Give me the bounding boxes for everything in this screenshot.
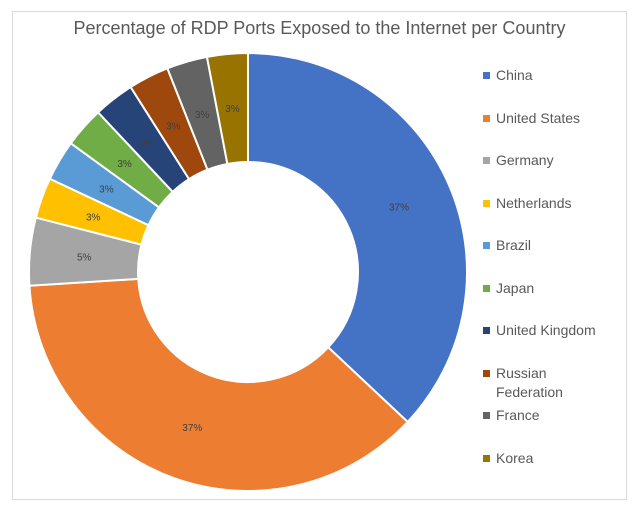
legend-item: China	[483, 66, 623, 85]
data-label: 3%	[99, 184, 114, 195]
legend-item: United States	[483, 109, 623, 128]
data-label: 37%	[389, 203, 409, 214]
legend-item: Russian Federation	[483, 364, 623, 402]
chart-area	[12, 11, 627, 500]
data-label: 3%	[166, 121, 181, 132]
legend-swatch	[483, 412, 490, 419]
legend-swatch	[483, 455, 490, 462]
data-label: 3%	[117, 159, 132, 170]
legend-swatch	[483, 285, 490, 292]
legend-swatch	[483, 370, 490, 377]
slice-china	[247, 51, 468, 424]
legend-item: France	[483, 406, 623, 425]
legend-label: Russian Federation	[496, 365, 563, 400]
legend-swatch	[483, 72, 490, 79]
data-label: 3%	[225, 104, 240, 115]
legend-item: Japan	[483, 279, 623, 298]
legend-label: Brazil	[496, 237, 532, 253]
legend-item: Netherlands	[483, 194, 623, 213]
legend-swatch	[483, 200, 490, 207]
legend-swatch	[483, 242, 490, 249]
data-label: 3%	[195, 110, 210, 121]
data-label: 3%	[140, 138, 155, 149]
legend-item: Germany	[483, 151, 623, 170]
slice-korea	[205, 51, 249, 166]
legend-label: Netherlands	[496, 195, 572, 211]
legend-swatch	[483, 115, 490, 122]
legend-label: Korea	[496, 450, 534, 466]
legend-label: France	[496, 407, 540, 423]
legend-swatch	[483, 327, 490, 334]
data-label: 37%	[182, 423, 202, 434]
legend-label: Japan	[496, 280, 535, 296]
chart-title: Percentage of RDP Ports Exposed to the I…	[73, 18, 566, 38]
legend-label: China	[496, 67, 533, 83]
legend-label: United States	[496, 110, 581, 126]
legend-label: Germany	[496, 152, 554, 168]
slice-united-states	[28, 277, 410, 492]
legend-item: United Kingdom	[483, 321, 623, 340]
data-label: 5%	[77, 253, 92, 264]
legend-label: United Kingdom	[496, 322, 596, 338]
legend-item: Korea	[483, 449, 623, 468]
legend-item: Brazil	[483, 236, 623, 255]
legend-swatch	[483, 157, 490, 164]
data-label: 3%	[86, 212, 101, 223]
